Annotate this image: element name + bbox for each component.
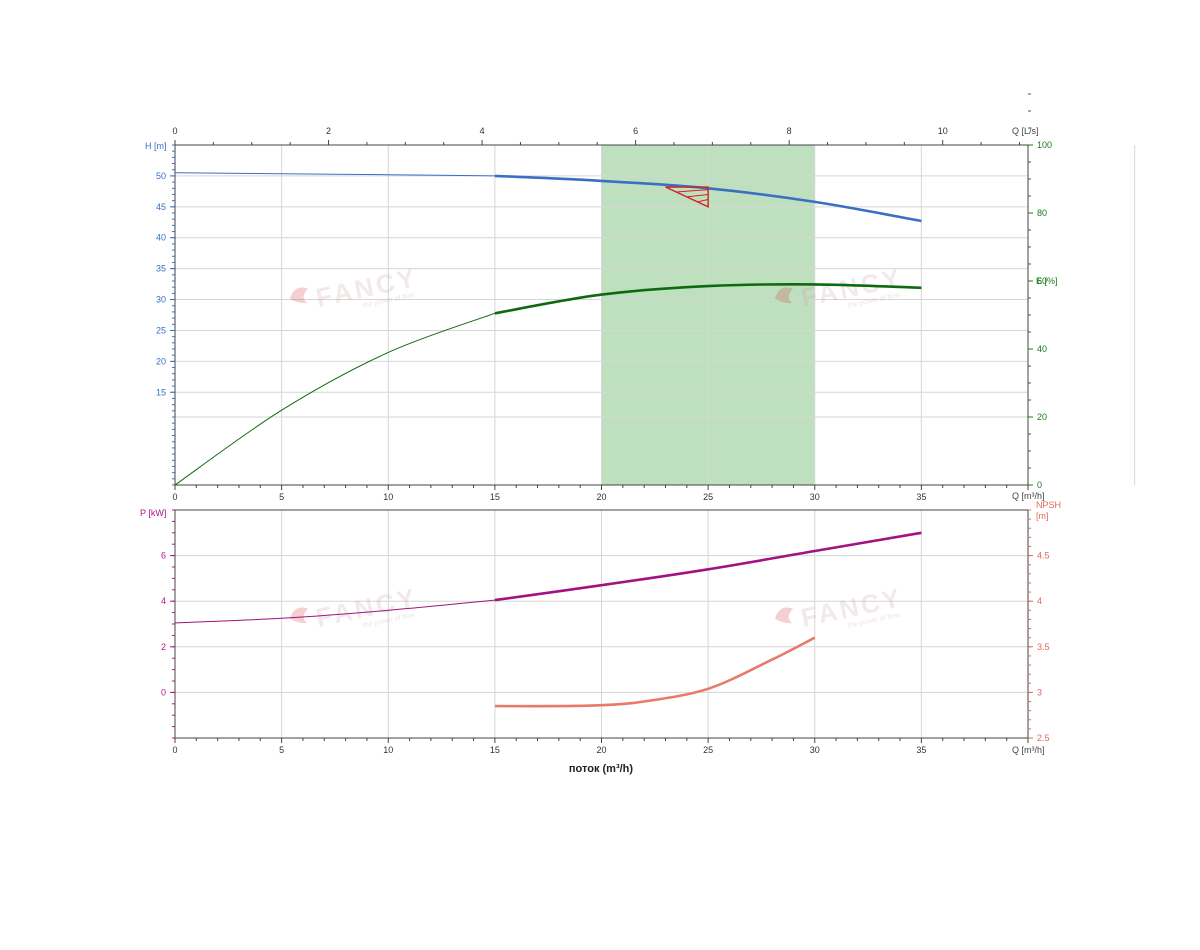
power-axis-label: P [kW] <box>140 508 166 518</box>
q-ls-tick-label: 10 <box>938 126 948 136</box>
y-tick-label: 60 <box>1037 276 1047 286</box>
y-tick-label: 35 <box>156 264 166 274</box>
head-axis-label: H [m] <box>145 141 167 151</box>
y-tick-label: 30 <box>156 295 166 305</box>
npsh-curve <box>494 636 816 708</box>
y-tick-label: 100 <box>1037 140 1052 150</box>
watermark-logo-mark <box>774 287 794 304</box>
x-tick-label: 25 <box>703 492 713 502</box>
x-tick-label: 35 <box>916 745 926 755</box>
bottom-x-axis-label: Q [m³/h] <box>1012 745 1045 755</box>
y-tick-label: 25 <box>156 325 166 335</box>
npsh-axis-unit: [m] <box>1036 511 1049 521</box>
y-tick-label: 15 <box>156 387 166 397</box>
x-tick-label: 30 <box>810 745 820 755</box>
x-tick-label: 10 <box>383 745 393 755</box>
y-tick-label: 6 <box>161 551 166 561</box>
power-curve <box>494 531 922 602</box>
y-tick-label: 0 <box>161 687 166 697</box>
y-tick-label: 4.5 <box>1037 551 1050 561</box>
bottom-x-ticks: 0 5 10 15 20 25 30 35 <box>172 738 1029 755</box>
y-tick-label: 3.5 <box>1037 642 1050 652</box>
top-x-ticks: 0 5 10 15 20 25 30 35 <box>172 485 1029 502</box>
x-tick-label: 5 <box>279 745 284 755</box>
y-tick-label: 50 <box>156 171 166 181</box>
y-tick-label: 20 <box>1037 412 1047 422</box>
duty-point-hatch <box>697 199 709 203</box>
head-axis-ticks: 15 20 25 30 35 40 45 50 <box>156 144 175 486</box>
q-ls-tick-label: 2 <box>326 126 331 136</box>
y-tick-label: 40 <box>1037 344 1047 354</box>
bottom-series <box>174 531 922 708</box>
y-tick-label: 0 <box>1037 480 1042 490</box>
q-ls-tick-label: 4 <box>480 126 485 136</box>
x-tick-label: 25 <box>703 745 713 755</box>
top-x-axis-label: Q [m³/h] <box>1012 491 1045 501</box>
y-tick-label: 4 <box>161 596 166 606</box>
x-tick-label: 15 <box>490 492 500 502</box>
y-tick-label: 3 <box>1037 687 1042 697</box>
head-curve-extended <box>174 172 495 177</box>
q-ls-tick-label: 0 <box>172 126 177 136</box>
flow-ls-axis-ticks: 0 2 4 6 8 10 <box>172 126 1020 145</box>
y-tick-label: 20 <box>156 356 166 366</box>
x-tick-label: 10 <box>383 492 393 502</box>
top-axis-label: Q [L/s] <box>1012 126 1039 136</box>
efficiency-curve-extended <box>174 312 496 486</box>
y-tick-label: 2 <box>161 642 166 652</box>
duty-point-hatch <box>676 189 709 193</box>
bottom-gridlines <box>175 510 1028 738</box>
watermark-logo-mark <box>774 607 794 624</box>
x-tick-label: 0 <box>172 745 177 755</box>
watermark-logo-mark <box>289 607 309 624</box>
efficiency-axis-ticks: 0 20 40 60 80 100 <box>1028 93 1052 490</box>
duty-point-hatch <box>686 194 709 198</box>
x-tick-label: 35 <box>916 492 926 502</box>
x-tick-label: 0 <box>172 492 177 502</box>
npsh-axis-label: NPSH <box>1036 500 1061 510</box>
x-tick-label: 20 <box>596 745 606 755</box>
y-tick-label: 45 <box>156 202 166 212</box>
q-ls-tick-label: 6 <box>633 126 638 136</box>
x-tick-label: 15 <box>490 745 500 755</box>
y-tick-label: 40 <box>156 233 166 243</box>
power-curve-extended <box>174 599 495 624</box>
x-axis-title: поток (m³/h) <box>569 763 633 775</box>
q-ls-tick-label: 8 <box>787 126 792 136</box>
efficiency-axis-label: E [%] <box>1036 276 1058 286</box>
top-series <box>174 172 922 486</box>
npsh-axis-ticks: 2.5 3 3.5 4 4.5 <box>1028 509 1050 743</box>
watermark-logo-mark <box>289 287 309 304</box>
y-tick-label: 2.5 <box>1037 733 1050 743</box>
x-tick-label: 5 <box>279 492 284 502</box>
x-tick-label: 20 <box>596 492 606 502</box>
y-tick-label: 4 <box>1037 596 1042 606</box>
efficiency-curve <box>494 283 922 315</box>
y-tick-label: 80 <box>1037 208 1047 218</box>
x-tick-label: 30 <box>810 492 820 502</box>
duty-point-marker <box>665 186 709 208</box>
power-axis-ticks: 0 2 4 6 <box>161 509 175 739</box>
